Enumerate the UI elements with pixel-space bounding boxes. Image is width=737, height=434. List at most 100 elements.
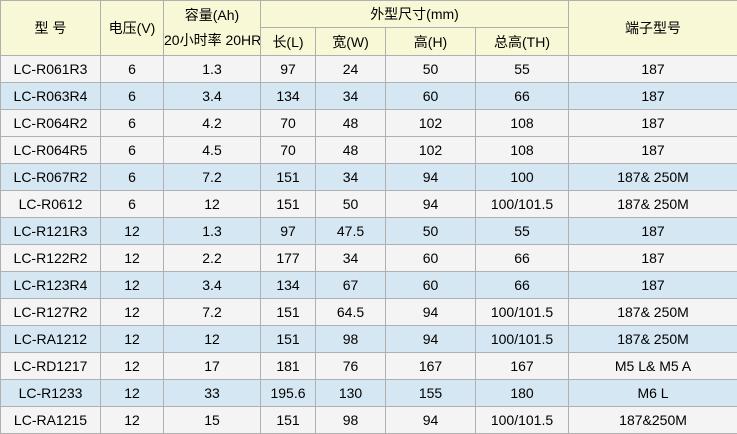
cell-capacity: 2.2 <box>164 245 261 272</box>
cell-length: 151 <box>261 191 316 218</box>
cell-voltage: 12 <box>101 353 164 380</box>
cell-height: 50 <box>386 218 476 245</box>
header-capacity: 容量(Ah) 20小时率 20HR <box>164 1 261 56</box>
cell-voltage: 12 <box>101 218 164 245</box>
cell-capacity: 12 <box>164 191 261 218</box>
cell-terminal: 187 <box>569 83 737 110</box>
cell-total_height: 55 <box>476 218 569 245</box>
cell-terminal: 187 <box>569 110 737 137</box>
cell-width: 98 <box>316 407 386 434</box>
cell-voltage: 6 <box>101 56 164 83</box>
cell-height: 94 <box>386 191 476 218</box>
cell-voltage: 6 <box>101 191 164 218</box>
cell-length: 70 <box>261 137 316 164</box>
cell-total_height: 167 <box>476 353 569 380</box>
cell-terminal: 187 <box>569 218 737 245</box>
cell-capacity: 3.4 <box>164 83 261 110</box>
cell-capacity: 1.3 <box>164 218 261 245</box>
cell-total_height: 66 <box>476 272 569 299</box>
cell-model: LC-R1233 <box>1 380 101 407</box>
cell-model: LC-R0612 <box>1 191 101 218</box>
cell-terminal: 187&250M <box>569 407 737 434</box>
cell-height: 60 <box>386 245 476 272</box>
cell-model: LC-R063R4 <box>1 83 101 110</box>
cell-voltage: 6 <box>101 110 164 137</box>
cell-capacity: 17 <box>164 353 261 380</box>
cell-total_height: 108 <box>476 137 569 164</box>
cell-width: 34 <box>316 83 386 110</box>
cell-total_height: 100/101.5 <box>476 299 569 326</box>
cell-model: LC-R067R2 <box>1 164 101 191</box>
cell-height: 102 <box>386 110 476 137</box>
cell-total_height: 66 <box>476 245 569 272</box>
cell-terminal: 187 <box>569 272 737 299</box>
cell-terminal: M5 L& M5 A <box>569 353 737 380</box>
cell-capacity: 15 <box>164 407 261 434</box>
cell-terminal: 187 <box>569 245 737 272</box>
header-voltage: 电压(V) <box>101 1 164 56</box>
table-header: 型 号 电压(V) 容量(Ah) 20小时率 20HR 外型尺寸(mm) 端子型… <box>1 1 737 56</box>
cell-length: 151 <box>261 299 316 326</box>
header-length: 长(L) <box>261 28 316 56</box>
cell-terminal: 187 <box>569 137 737 164</box>
cell-height: 94 <box>386 299 476 326</box>
cell-voltage: 12 <box>101 272 164 299</box>
cell-height: 60 <box>386 83 476 110</box>
cell-capacity: 4.5 <box>164 137 261 164</box>
cell-width: 76 <box>316 353 386 380</box>
cell-height: 167 <box>386 353 476 380</box>
cell-total_height: 180 <box>476 380 569 407</box>
header-total-height: 总高(TH) <box>476 28 569 56</box>
cell-model: LC-R123R4 <box>1 272 101 299</box>
cell-total_height: 108 <box>476 110 569 137</box>
header-capacity-line1: 容量(Ah) <box>164 3 260 28</box>
cell-total_height: 100/101.5 <box>476 407 569 434</box>
cell-length: 97 <box>261 218 316 245</box>
cell-length: 70 <box>261 110 316 137</box>
cell-height: 94 <box>386 407 476 434</box>
cell-width: 64.5 <box>316 299 386 326</box>
cell-length: 177 <box>261 245 316 272</box>
cell-voltage: 12 <box>101 245 164 272</box>
header-row-main: 型 号 电压(V) 容量(Ah) 20小时率 20HR 外型尺寸(mm) 端子型… <box>1 1 737 28</box>
cell-width: 130 <box>316 380 386 407</box>
cell-model: LC-RA1212 <box>1 326 101 353</box>
cell-width: 67 <box>316 272 386 299</box>
cell-capacity: 12 <box>164 326 261 353</box>
cell-length: 151 <box>261 326 316 353</box>
cell-voltage: 6 <box>101 83 164 110</box>
cell-width: 34 <box>316 164 386 191</box>
cell-length: 195.6 <box>261 380 316 407</box>
cell-capacity: 4.2 <box>164 110 261 137</box>
cell-height: 60 <box>386 272 476 299</box>
cell-length: 97 <box>261 56 316 83</box>
cell-height: 94 <box>386 164 476 191</box>
cell-model: LC-R121R3 <box>1 218 101 245</box>
cell-capacity: 1.3 <box>164 56 261 83</box>
cell-width: 50 <box>316 191 386 218</box>
cell-voltage: 6 <box>101 137 164 164</box>
header-width: 宽(W) <box>316 28 386 56</box>
cell-capacity: 3.4 <box>164 272 261 299</box>
cell-terminal: 187& 250M <box>569 299 737 326</box>
cell-width: 48 <box>316 137 386 164</box>
cell-terminal: 187 <box>569 56 737 83</box>
cell-model: LC-R061R3 <box>1 56 101 83</box>
cell-length: 134 <box>261 83 316 110</box>
cell-total_height: 100/101.5 <box>476 191 569 218</box>
cell-terminal: 187& 250M <box>569 164 737 191</box>
cell-model: LC-R064R5 <box>1 137 101 164</box>
cell-voltage: 12 <box>101 299 164 326</box>
cell-capacity: 33 <box>164 380 261 407</box>
cell-voltage: 12 <box>101 380 164 407</box>
cell-length: 134 <box>261 272 316 299</box>
